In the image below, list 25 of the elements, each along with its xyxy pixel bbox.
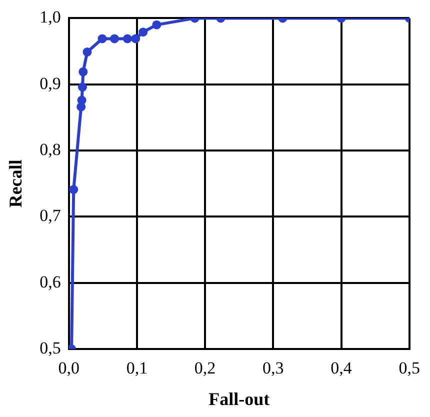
y-tick-label: 0,6 <box>40 272 61 292</box>
y-axis-title: Recall <box>5 160 26 208</box>
y-tick-label: 0,5 <box>40 338 61 358</box>
point <box>131 34 140 44</box>
x-tick-label: 0,0 <box>58 358 80 378</box>
x-axis-title: Fall-out <box>208 388 270 409</box>
point <box>98 34 107 44</box>
y-tick-label: 0,9 <box>40 74 61 93</box>
x-tick-label: 0,4 <box>330 358 352 378</box>
point <box>110 34 119 44</box>
point <box>138 28 148 37</box>
point <box>152 20 162 30</box>
point <box>122 34 132 44</box>
y-tick-label: 0,7 <box>40 206 62 226</box>
y-tick-label: 1,0 <box>40 8 61 27</box>
x-tick-label: 0,1 <box>126 358 148 378</box>
point <box>82 47 92 56</box>
point <box>78 67 88 76</box>
point <box>78 82 87 92</box>
x-tick-label: 0,2 <box>194 358 216 378</box>
point <box>69 185 78 194</box>
x-tick-label: 0,5 <box>398 358 420 378</box>
y-tick-label: 0,8 <box>40 140 61 159</box>
point <box>77 96 86 105</box>
x-tick-label: 0,3 <box>262 358 284 378</box>
